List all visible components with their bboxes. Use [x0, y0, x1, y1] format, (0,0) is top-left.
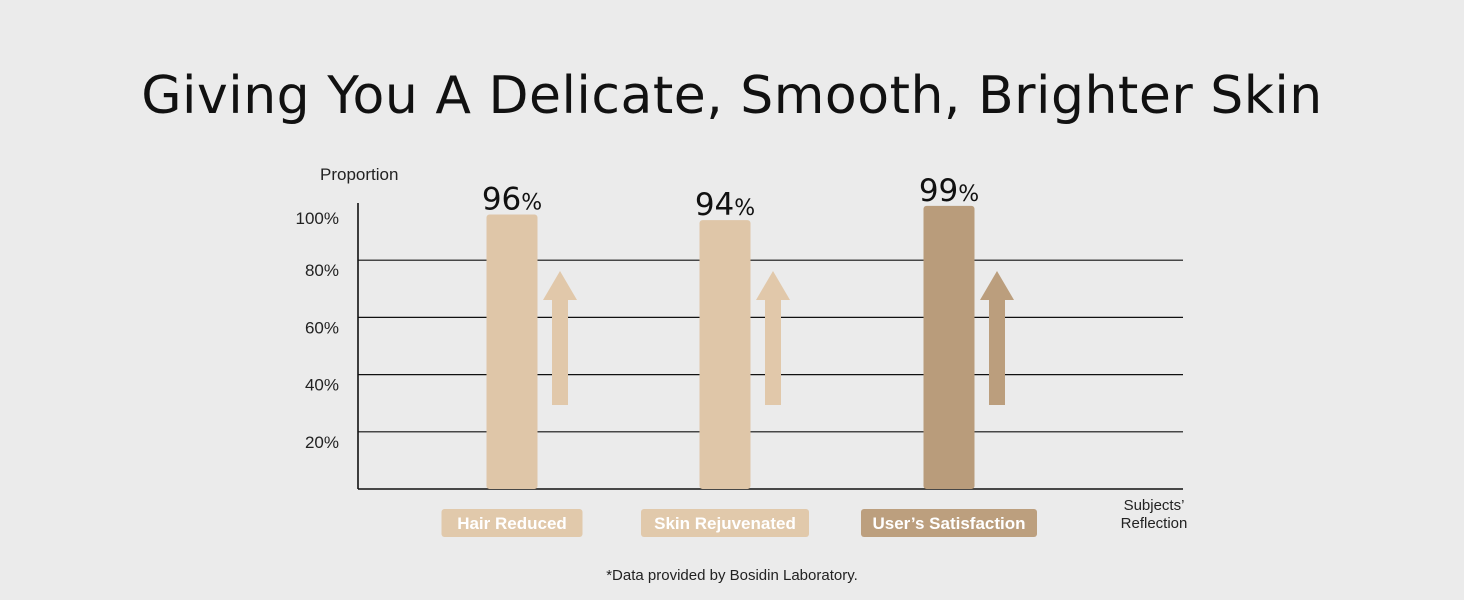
y-axis-label: Proportion — [320, 165, 398, 184]
category-label-bg — [861, 509, 1037, 537]
category-label: User’s Satisfaction — [872, 514, 1025, 533]
x-axis-label: Subjects’ Reflection — [1121, 497, 1188, 532]
y-tick-label: 20% — [305, 433, 339, 452]
bar-value-label: 94% — [695, 187, 755, 223]
bar-value-label: 99% — [919, 173, 979, 209]
y-tick-label: 60% — [305, 318, 339, 337]
y-tick-label: 80% — [305, 261, 339, 280]
up-arrow-icon — [756, 271, 790, 405]
category-label: Skin Rejuvenated — [654, 514, 796, 533]
category-label-bg — [641, 509, 809, 537]
up-arrow-icon — [980, 271, 1014, 405]
data-source-footnote: *Data provided by Bosidin Laboratory. — [606, 567, 858, 584]
bar — [923, 205, 975, 490]
category-label-bg — [441, 509, 583, 537]
category-label: Hair Reduced — [457, 514, 567, 533]
bar-value-label: 96% — [482, 181, 542, 217]
y-tick-label: 40% — [305, 376, 339, 395]
chart-title: Giving You A Delicate, Smooth, Brighter … — [141, 66, 1323, 126]
up-arrow-icon — [543, 271, 577, 405]
y-tick-label: 100% — [296, 209, 339, 228]
bar — [486, 214, 538, 489]
bar — [699, 220, 751, 489]
